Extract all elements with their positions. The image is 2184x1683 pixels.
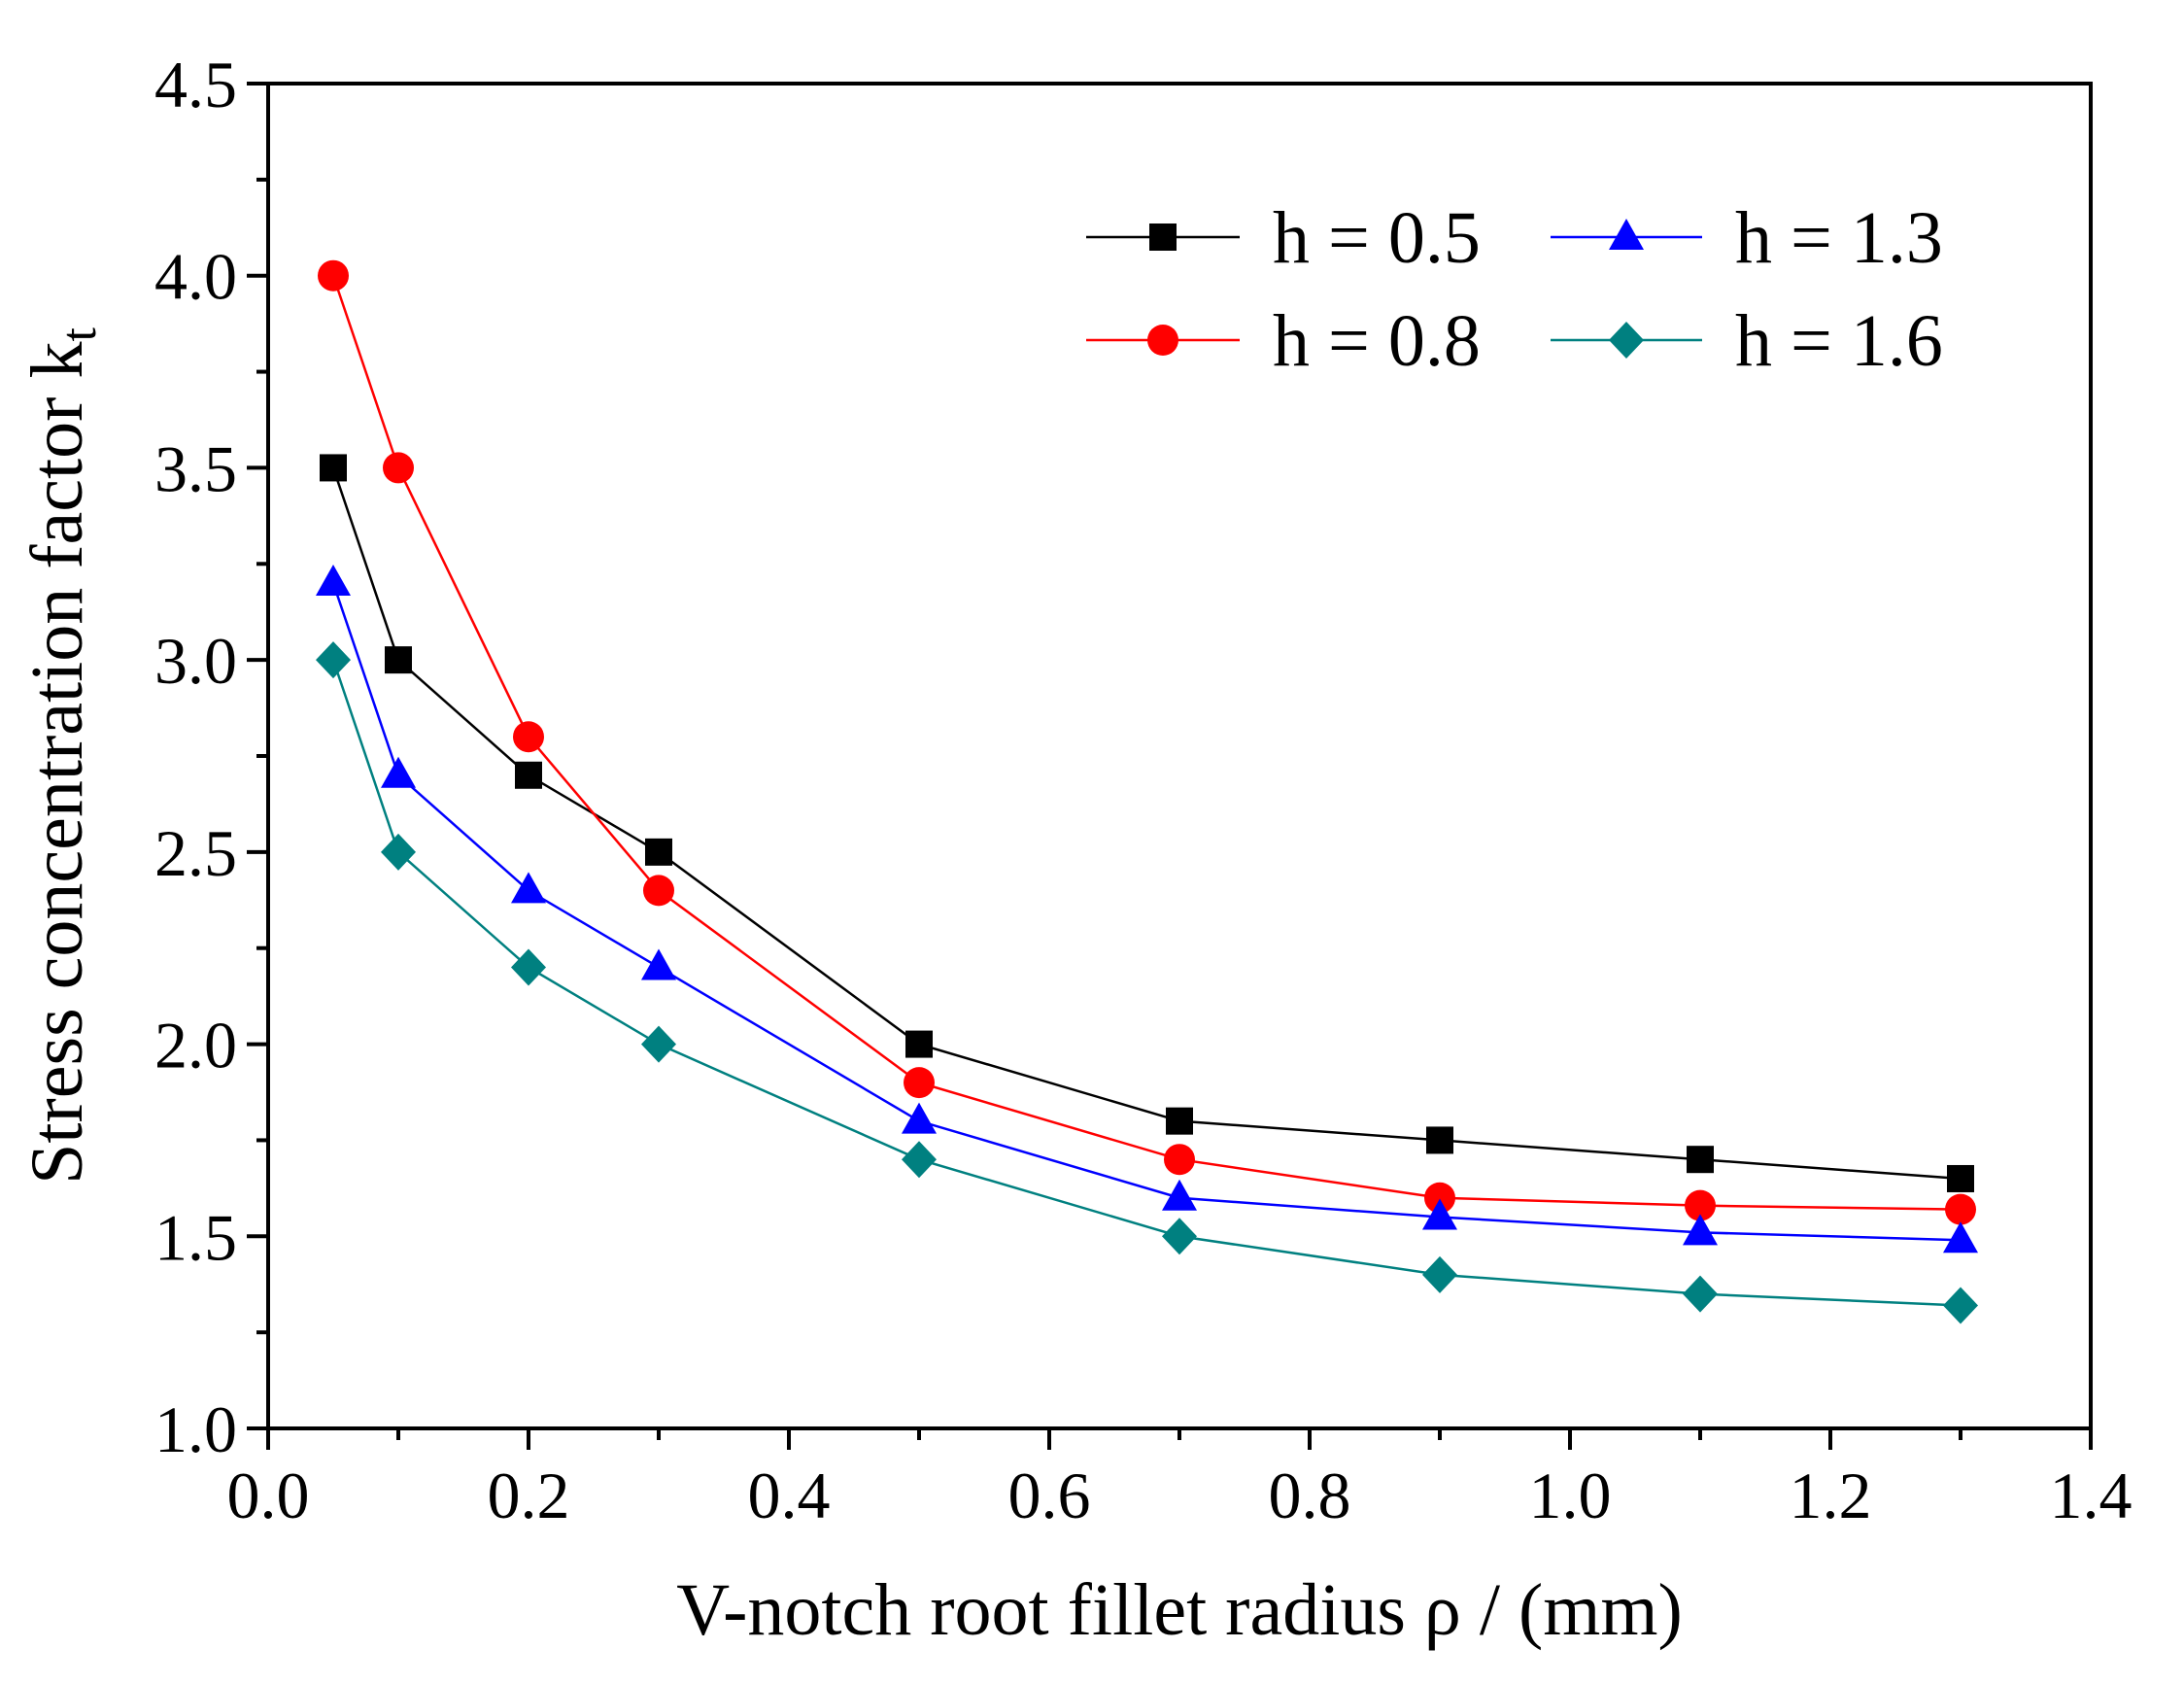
series-line (331, 467, 1962, 1181)
data-point-circle (904, 1067, 935, 1099)
legend-item: h = 0.8 (1086, 300, 1481, 382)
data-point-square (1166, 1107, 1193, 1135)
y-tick-label: 2.5 (154, 816, 237, 890)
y-tick-label: 4.5 (154, 48, 237, 121)
x-tick-label: 0.8 (1269, 1459, 1351, 1532)
data-point-diamond (1943, 1287, 1978, 1324)
data-point-diamond (902, 1141, 937, 1179)
series-line (331, 659, 1962, 1307)
data-point-triangle (381, 756, 416, 788)
data-point-diamond (511, 948, 546, 986)
data-point-circle (383, 452, 414, 484)
legend-label: h = 0.8 (1273, 300, 1481, 382)
series-line (331, 275, 1962, 1211)
data-point-diamond (641, 1025, 676, 1063)
data-point-circle (318, 259, 349, 292)
y-tick-label: 1.0 (154, 1392, 237, 1466)
data-point-square (320, 454, 347, 482)
y-tick-label: 3.5 (154, 431, 237, 505)
legend-label: h = 0.5 (1273, 197, 1481, 279)
data-point-circle (1945, 1193, 1976, 1225)
plot-series (316, 259, 1978, 1324)
data-point-circle (1424, 1182, 1455, 1214)
data-point-square (645, 838, 672, 866)
y-tick-label: 2.0 (154, 1009, 237, 1082)
legend-item: h = 1.6 (1551, 300, 1943, 382)
series-line (331, 582, 1962, 1242)
series-3 (316, 565, 1978, 1254)
x-tick-label: 1.2 (1790, 1459, 1872, 1532)
legend-marker-circle (1147, 325, 1178, 356)
data-point-diamond (1683, 1275, 1718, 1313)
data-point-triangle (1683, 1214, 1718, 1246)
data-point-circle (643, 875, 674, 907)
data-point-square (905, 1030, 933, 1058)
x-tick-label: 1.0 (1529, 1459, 1612, 1532)
legend-label: h = 1.3 (1735, 197, 1943, 279)
data-point-triangle (641, 948, 676, 980)
data-point-square (1687, 1146, 1714, 1174)
series-2 (318, 259, 1976, 1225)
data-point-square (385, 646, 412, 674)
x-axis-title: V-notch root fillet radius ρ / (mm) (676, 1569, 1683, 1651)
plot-frame (266, 82, 2093, 1430)
data-point-triangle (316, 565, 351, 597)
data-point-square (515, 761, 542, 789)
x-tick-label: 0.4 (748, 1459, 831, 1532)
legend-label: h = 1.6 (1735, 300, 1943, 382)
data-point-triangle (511, 872, 546, 904)
legend-marker-diamond (1609, 322, 1644, 359)
legend-marker-triangle (1609, 219, 1644, 250)
data-point-diamond (316, 641, 351, 679)
series-4 (316, 641, 1978, 1324)
data-point-diamond (381, 833, 416, 871)
data-point-diamond (1162, 1218, 1197, 1255)
tick-labels: 0.0 0.2 0.4 0.6 0.8 1.0 1.2 1.4 1.0 1.5 2.0 2.5 3.0 3… (154, 48, 2133, 1532)
x-tick-label: 0.0 (227, 1459, 310, 1532)
x-tick-label: 1.4 (2050, 1459, 2133, 1532)
data-point-circle (513, 721, 544, 753)
data-point-diamond (1422, 1255, 1457, 1293)
legend-item: h = 0.5 (1086, 197, 1481, 279)
series-1 (320, 454, 1974, 1192)
data-point-circle (1685, 1189, 1716, 1221)
legend-marker-square (1149, 223, 1177, 251)
data-point-triangle (1162, 1179, 1197, 1211)
y-axis-title-main: Stress concentration factor k (17, 342, 98, 1185)
legend: h = 0.5 h = 0.8 h = 1.3 h = 1.6 (1086, 197, 1943, 382)
x-tick-label: 0.6 (1008, 1459, 1091, 1532)
y-tick-label: 3.0 (154, 624, 237, 698)
data-point-circle (1164, 1144, 1195, 1176)
data-point-square (1947, 1164, 1974, 1192)
data-point-triangle (1422, 1198, 1457, 1230)
data-point-triangle (902, 1102, 937, 1134)
data-point-square (1426, 1126, 1453, 1154)
y-axis-title-subscript: t (51, 327, 107, 342)
y-tick-label: 1.5 (154, 1200, 237, 1274)
y-axis-title: Stress concentration factor kt (17, 327, 107, 1185)
y-tick-label: 4.0 (154, 240, 237, 314)
x-tick-label: 0.2 (488, 1459, 570, 1532)
data-point-triangle (1943, 1221, 1978, 1254)
legend-item: h = 1.3 (1551, 197, 1943, 279)
